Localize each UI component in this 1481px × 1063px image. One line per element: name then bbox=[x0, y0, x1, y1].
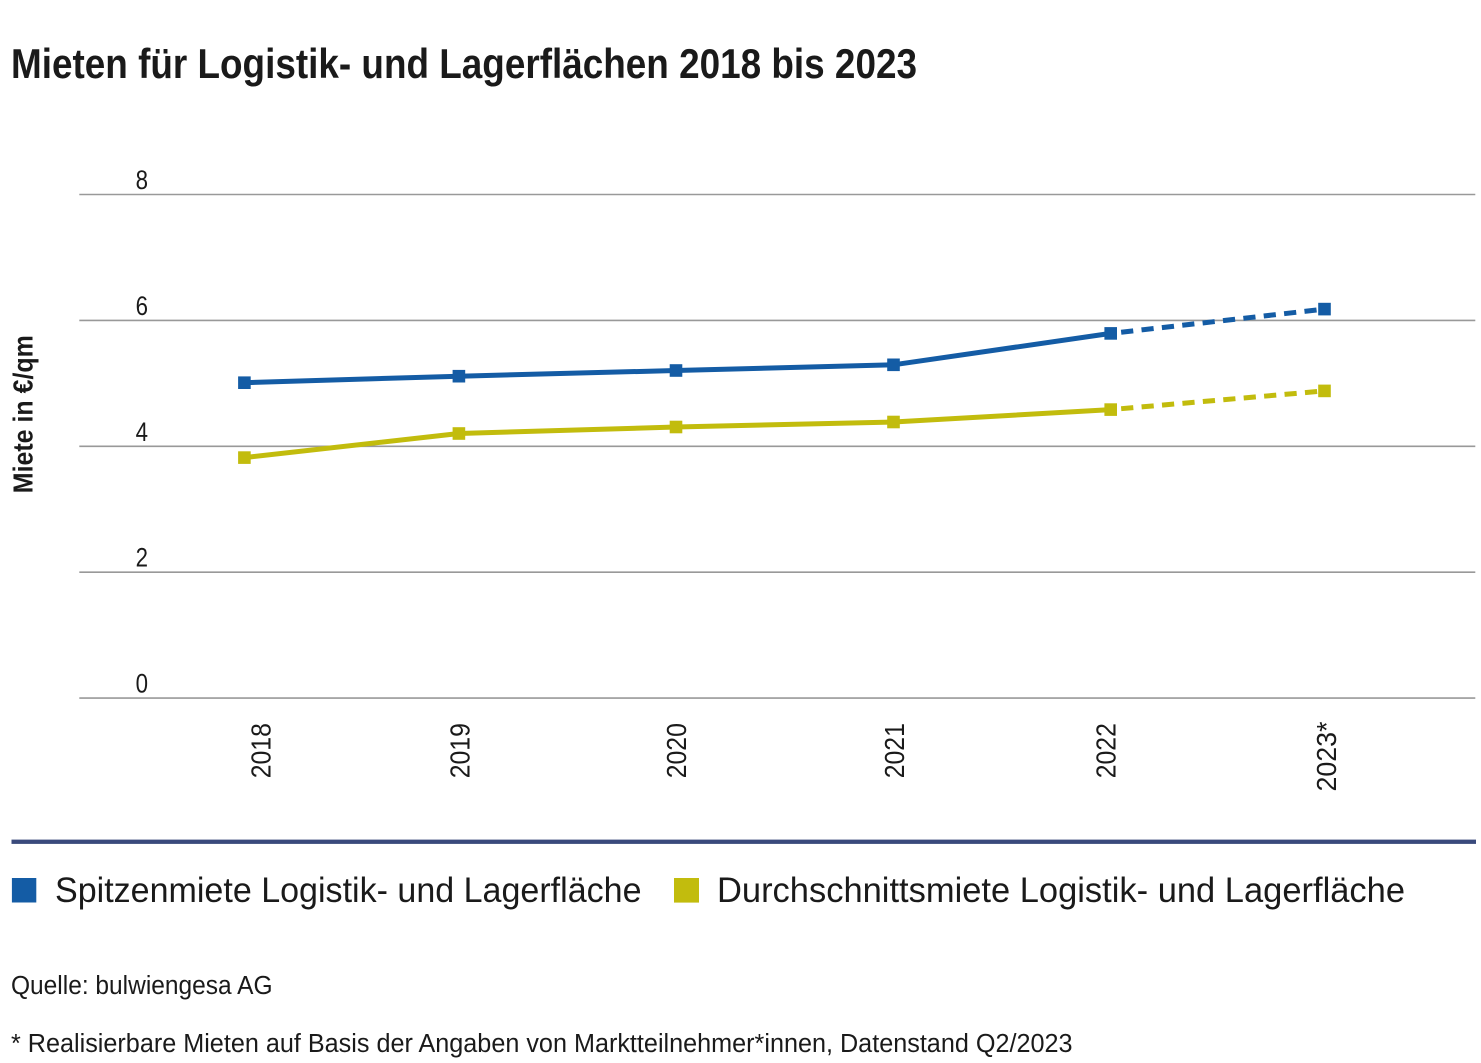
svg-text:0: 0 bbox=[136, 669, 148, 699]
svg-text:2018: 2018 bbox=[246, 723, 277, 778]
svg-text:2023*: 2023* bbox=[1311, 721, 1342, 791]
svg-text:2022: 2022 bbox=[1091, 723, 1122, 778]
svg-text:8: 8 bbox=[136, 165, 148, 195]
svg-text:2021: 2021 bbox=[879, 723, 910, 778]
svg-text:4: 4 bbox=[136, 417, 148, 447]
svg-text:Quelle: bulwiengesa AG: Quelle: bulwiengesa AG bbox=[11, 972, 273, 1000]
svg-text:2: 2 bbox=[136, 543, 148, 573]
svg-text:Mieten für Logistik- und Lager: Mieten für Logistik- und Lagerflächen 20… bbox=[11, 41, 917, 87]
svg-text:2019: 2019 bbox=[444, 723, 475, 778]
svg-text:2020: 2020 bbox=[661, 723, 692, 778]
svg-text:Spitzenmiete Logistik- und Lag: Spitzenmiete Logistik- und Lagerfläche bbox=[55, 871, 642, 910]
svg-text:6: 6 bbox=[136, 291, 148, 321]
svg-text:Durchschnittsmiete Logistik- u: Durchschnittsmiete Logistik- und Lagerfl… bbox=[717, 871, 1405, 910]
svg-text:Miete in €/qm: Miete in €/qm bbox=[8, 335, 39, 493]
svg-text:* Realisierbare Mieten auf Bas: * Realisierbare Mieten auf Basis der Ang… bbox=[11, 1030, 1073, 1058]
